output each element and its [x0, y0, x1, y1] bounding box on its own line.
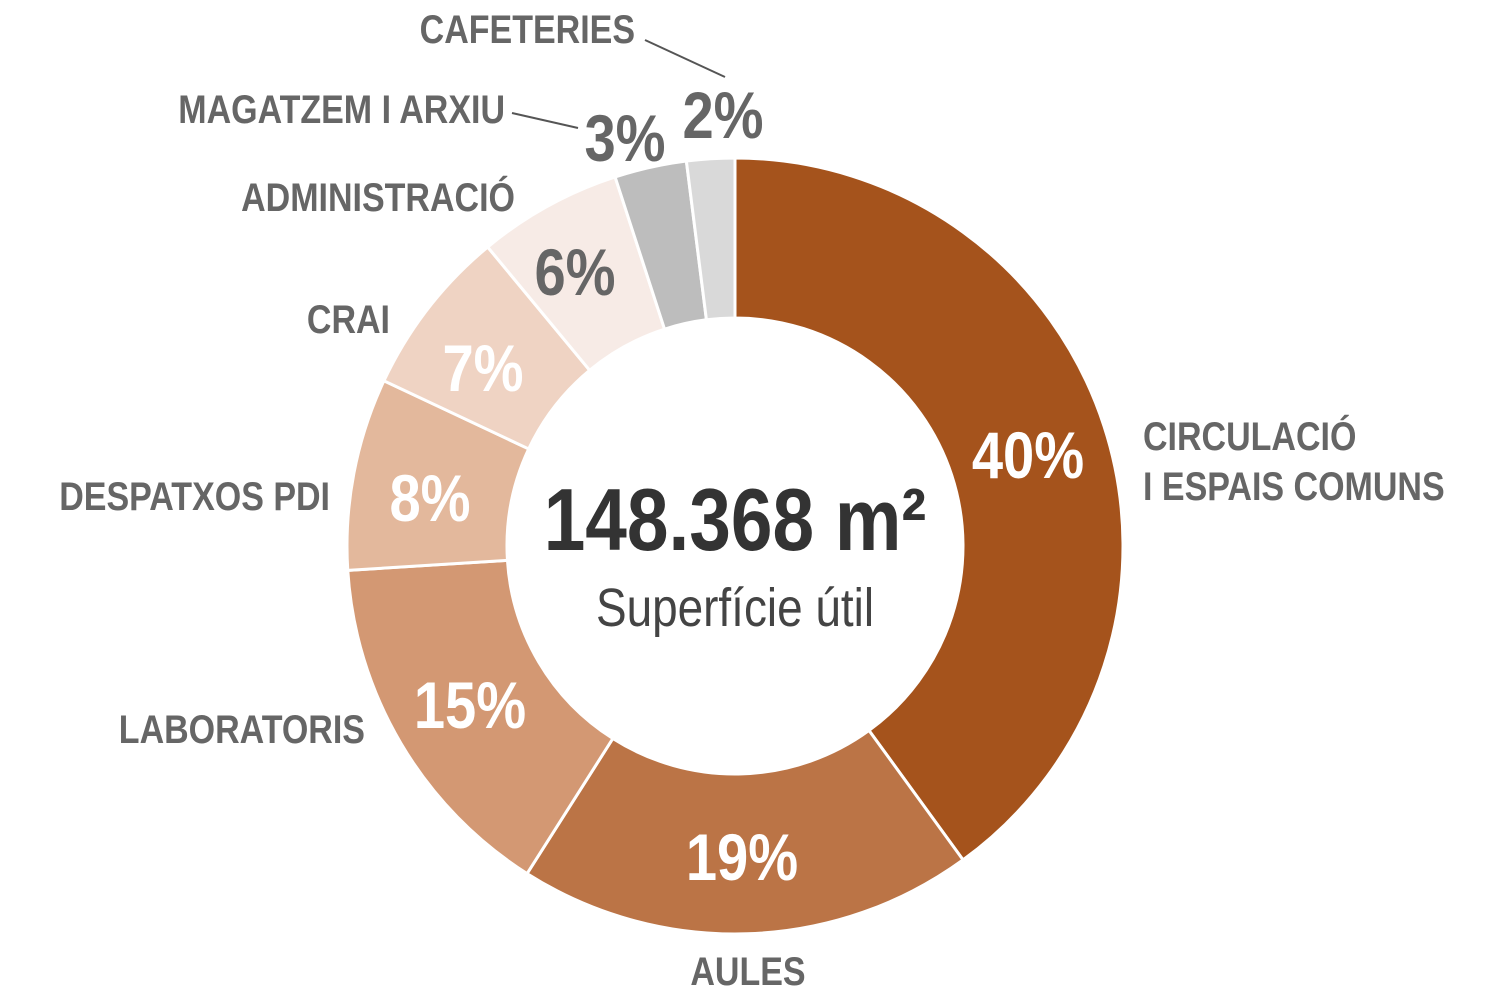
leader-line — [511, 112, 579, 129]
category-label: CAFETERIES — [419, 8, 635, 52]
center-value: 148.368 m² — [543, 470, 927, 569]
donut-slice — [684, 156, 737, 322]
value-label: 19% — [685, 820, 799, 894]
category-label: CRAI — [306, 298, 390, 342]
value-label: 2% — [682, 78, 764, 152]
value-label: 3% — [584, 101, 666, 175]
value-label: 40% — [971, 418, 1085, 492]
category-label: CIRCULACIÓ I ESPAIS COMUNS — [1143, 415, 1445, 509]
leader-line — [644, 39, 726, 78]
donut-slice — [346, 558, 615, 876]
donut-slice — [525, 728, 966, 936]
category-label: LABORATORIS — [118, 708, 365, 752]
value-label: 15% — [413, 668, 527, 742]
category-label: DESPATXOS PDI — [59, 475, 330, 519]
donut-slice — [733, 156, 1125, 862]
value-label: 7% — [442, 331, 524, 405]
category-label: AULES — [690, 950, 806, 994]
category-label: MAGATZEM I ARXIU — [178, 88, 505, 132]
value-label: 8% — [389, 461, 471, 535]
category-label: ADMINISTRACIÓ — [241, 176, 515, 220]
center-label: Superfície útil — [595, 578, 875, 638]
value-label: 6% — [534, 235, 616, 309]
